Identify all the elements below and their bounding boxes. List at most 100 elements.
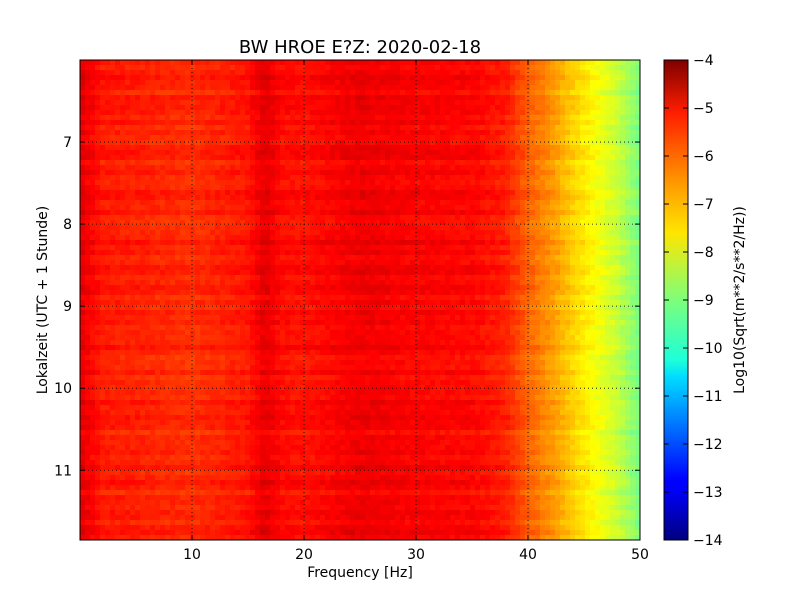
heatmap-cell <box>155 115 161 121</box>
heatmap-cell <box>340 225 346 231</box>
heatmap-cell <box>185 185 191 191</box>
heatmap-cell <box>465 220 471 226</box>
heatmap-cell <box>410 250 416 256</box>
heatmap-cell <box>410 265 416 271</box>
heatmap-cell <box>355 60 361 66</box>
heatmap-cell <box>265 60 271 66</box>
heatmap-cell <box>285 150 291 156</box>
heatmap-cell <box>460 160 466 166</box>
heatmap-cell <box>405 80 411 86</box>
heatmap-cell <box>555 215 561 221</box>
heatmap-cell <box>635 155 641 161</box>
heatmap-cell <box>195 70 201 76</box>
heatmap-cell <box>575 80 581 86</box>
heatmap-cell <box>150 70 156 76</box>
heatmap-cell <box>270 85 276 91</box>
heatmap-cell <box>575 265 581 271</box>
heatmap-cell <box>205 85 211 91</box>
heatmap-cell <box>335 205 341 211</box>
heatmap-cell <box>260 245 266 251</box>
heatmap-cell <box>595 140 601 146</box>
heatmap-cell <box>520 60 526 66</box>
heatmap-cell <box>405 210 411 216</box>
heatmap-cell <box>555 140 561 146</box>
heatmap-cell <box>600 140 606 146</box>
heatmap-cell <box>315 255 321 261</box>
heatmap-cell <box>210 70 216 76</box>
heatmap-cell <box>490 245 496 251</box>
heatmap-cell <box>155 75 161 81</box>
heatmap-cell <box>510 265 516 271</box>
heatmap-cell <box>250 185 256 191</box>
heatmap-cell <box>85 175 91 181</box>
heatmap-cell <box>95 280 101 286</box>
heatmap-cell <box>620 65 626 71</box>
heatmap-cell <box>310 185 316 191</box>
heatmap-cell <box>275 255 281 261</box>
heatmap-cell <box>400 195 406 201</box>
heatmap-cell <box>150 185 156 191</box>
heatmap-cell <box>565 125 571 131</box>
heatmap-cell <box>185 110 191 116</box>
heatmap-cell <box>150 270 156 276</box>
heatmap-cell <box>170 110 176 116</box>
heatmap-cell <box>515 100 521 106</box>
heatmap-cell <box>635 215 641 221</box>
heatmap-cell <box>140 185 146 191</box>
heatmap-cell <box>515 270 521 276</box>
heatmap-cell <box>390 115 396 121</box>
heatmap-cell <box>245 125 251 131</box>
heatmap-cell <box>615 180 621 186</box>
heatmap-cell <box>360 280 366 286</box>
heatmap-cell <box>265 95 271 101</box>
heatmap-cell <box>565 75 571 81</box>
heatmap-cell <box>580 260 586 266</box>
heatmap-cell <box>605 215 611 221</box>
heatmap-cell <box>320 60 326 66</box>
heatmap-cell <box>340 190 346 196</box>
heatmap-cell <box>80 85 86 91</box>
heatmap-cell <box>280 100 286 106</box>
heatmap-cell <box>230 190 236 196</box>
heatmap-cell <box>105 175 111 181</box>
heatmap-cell <box>240 130 246 136</box>
heatmap-cell <box>200 125 206 131</box>
heatmap-cell <box>210 155 216 161</box>
heatmap-cell <box>310 135 316 141</box>
heatmap-cell <box>345 270 351 276</box>
heatmap-cell <box>170 90 176 96</box>
heatmap-cell <box>615 165 621 171</box>
heatmap-cell <box>160 165 166 171</box>
heatmap-cell <box>390 235 396 241</box>
heatmap-cell <box>380 105 386 111</box>
heatmap-cell <box>365 100 371 106</box>
heatmap-cell <box>325 175 331 181</box>
heatmap-cell <box>260 90 266 96</box>
heatmap-cell <box>130 65 136 71</box>
heatmap-cell <box>235 145 241 151</box>
heatmap-cell <box>525 255 531 261</box>
heatmap-cell <box>430 75 436 81</box>
heatmap-cell <box>390 225 396 231</box>
heatmap-cell <box>190 195 196 201</box>
heatmap-cell <box>160 60 166 66</box>
heatmap-cell <box>510 115 516 121</box>
heatmap-cell <box>610 75 616 81</box>
heatmap-cell <box>260 230 266 236</box>
heatmap-cell <box>295 75 301 81</box>
heatmap-cell <box>270 90 276 96</box>
heatmap-cell <box>260 65 266 71</box>
heatmap-cell <box>260 225 266 231</box>
heatmap-cell <box>590 220 596 226</box>
heatmap-cell <box>460 90 466 96</box>
heatmap-cell <box>620 235 626 241</box>
heatmap-cell <box>305 60 311 66</box>
heatmap-cell <box>85 145 91 151</box>
heatmap-cell <box>475 85 481 91</box>
heatmap-cell <box>115 215 121 221</box>
heatmap-cell <box>585 90 591 96</box>
heatmap-cell <box>105 85 111 91</box>
heatmap-cell <box>270 100 276 106</box>
heatmap-cell <box>180 125 186 131</box>
heatmap-cell <box>585 70 591 76</box>
